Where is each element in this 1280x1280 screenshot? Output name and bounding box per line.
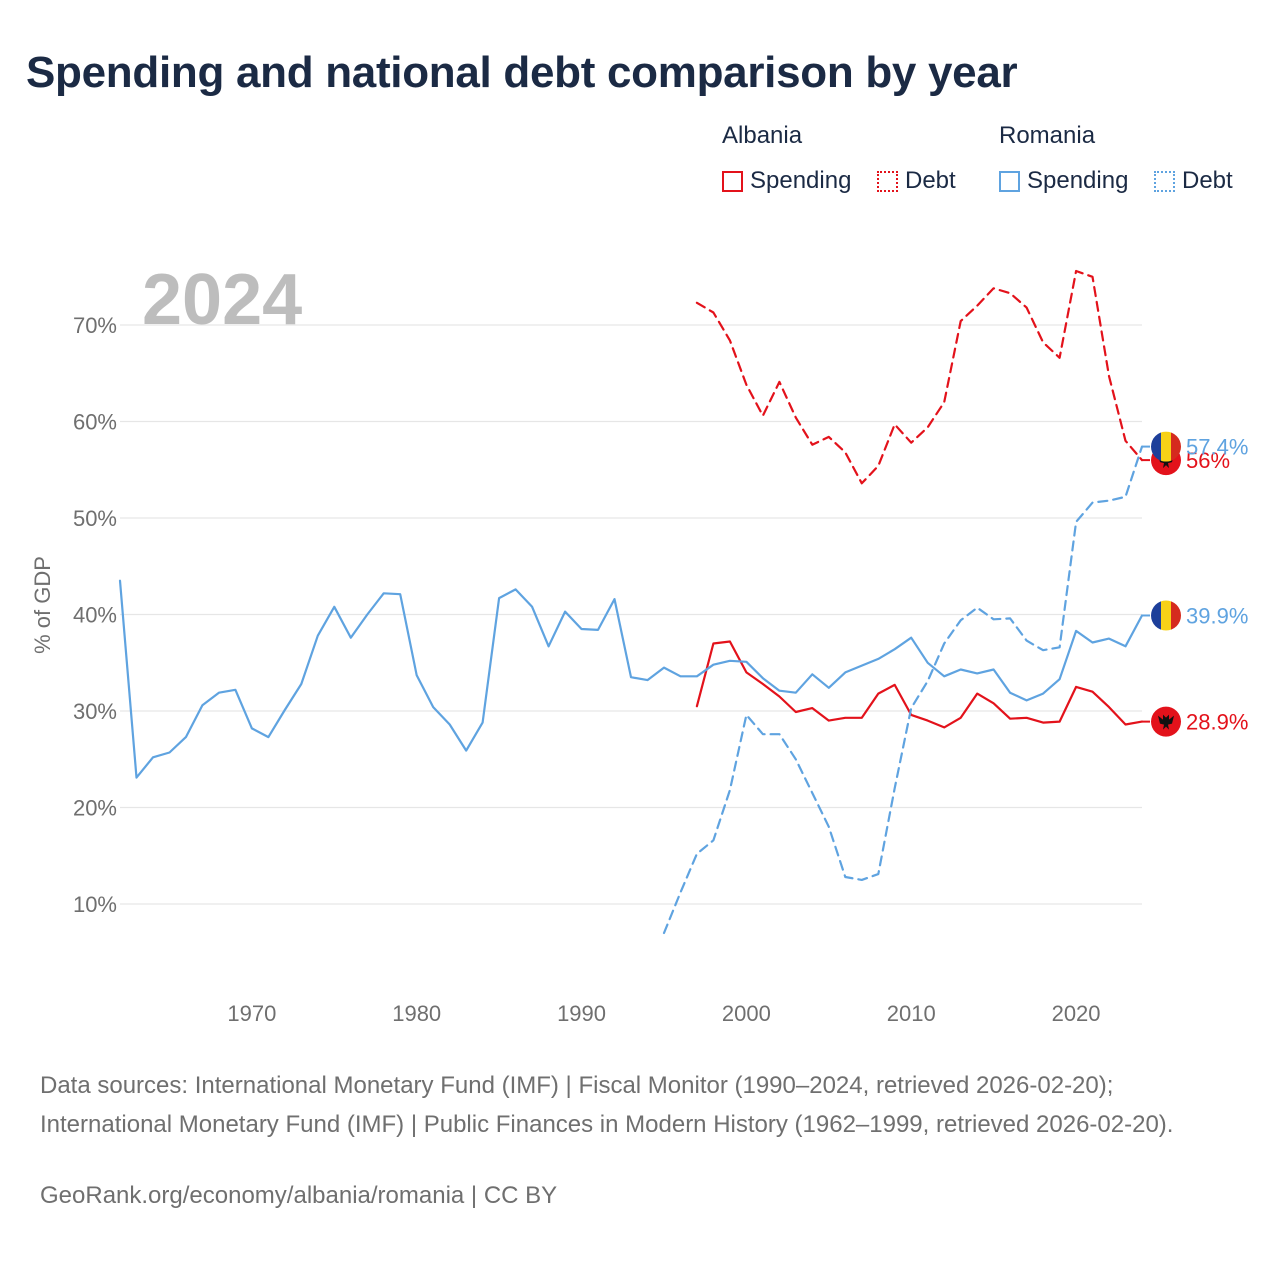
y-tick-label: 60% — [73, 410, 117, 435]
year-watermark: 2024 — [142, 260, 302, 340]
romania-flag-icon — [1151, 600, 1181, 631]
gridlines — [120, 324, 1142, 905]
legend-swatch-albania-debt — [877, 170, 898, 192]
series-line-albania-debt[interactable] — [695, 269, 1144, 485]
x-tick-label: 2020 — [1052, 1001, 1101, 1026]
legend-item-albania-spending[interactable]: Spending — [722, 166, 851, 196]
legend-swatch-romania-spending — [999, 170, 1020, 192]
end-marker-romania-spending: 39.9% — [1142, 600, 1248, 631]
legend-swatch-albania-spending — [722, 170, 743, 192]
y-tick-label: 10% — [73, 892, 117, 917]
legend-label-romania-spending: Spending — [1027, 167, 1129, 194]
legend-item-romania-spending[interactable]: Spending — [999, 166, 1128, 196]
x-tick-label: 1970 — [227, 1001, 276, 1026]
y-tick-label: 50% — [73, 506, 117, 531]
series-line-albania-spending[interactable] — [695, 640, 1144, 729]
end-markers: 28.9% 56% 39.9% 57.4% — [1142, 431, 1248, 737]
albania-flag-icon — [1151, 706, 1181, 737]
series-line-romania-debt[interactable] — [662, 445, 1144, 935]
x-tick-label: 2000 — [722, 1001, 771, 1026]
y-tick-label: 40% — [73, 603, 117, 628]
data-sources: Data sources: International Monetary Fun… — [40, 1072, 1174, 1138]
x-tick-label: 1990 — [557, 1001, 606, 1026]
y-axis-label: % of GDP — [30, 556, 55, 654]
y-tick-label: 20% — [73, 796, 117, 821]
legend-item-romania-debt[interactable]: Debt — [1154, 166, 1233, 196]
legend-label-albania-spending: Spending — [750, 167, 852, 194]
end-value-label: 57.4% — [1186, 435, 1248, 460]
legend-swatch-romania-debt — [1154, 170, 1175, 192]
x-axis-ticks: 1970 1980 1990 2000 2010 2020 — [227, 1001, 1100, 1026]
x-tick-label: 2010 — [887, 1001, 936, 1026]
legend-item-albania-debt[interactable]: Debt — [877, 166, 956, 196]
credit-link[interactable]: GeoRank.org/economy/albania/romania | CC… — [40, 1182, 558, 1209]
legend: Albania Romania Spending Debt Spending D… — [722, 122, 1262, 206]
end-value-label: 56% — [1186, 448, 1230, 473]
y-axis-ticks: 10% 20% 30% 40% 50% 60% 70% — [73, 313, 117, 917]
end-value-label: 39.9% — [1186, 603, 1248, 628]
end-value-label: 28.9% — [1186, 710, 1248, 735]
romania-flag-icon — [1151, 431, 1181, 462]
legend-country-romania: Romania — [999, 122, 1096, 149]
line-chart: 2024 10% 20% 30% 40% 50% 60% 70% 1970 1980 1990 2… — [30, 260, 1248, 1026]
series-layer — [118, 269, 1144, 935]
series-line-romania-spending[interactable] — [118, 579, 1144, 779]
legend-label-romania-debt: Debt — [1182, 167, 1233, 194]
legend-country-albania: Albania — [722, 122, 803, 149]
end-marker-romania-debt: 57.4% — [1142, 431, 1248, 462]
end-marker-albania-spending: 28.9% — [1142, 706, 1248, 737]
y-tick-label: 70% — [73, 313, 117, 338]
y-tick-label: 30% — [73, 699, 117, 724]
x-tick-label: 1980 — [392, 1001, 441, 1026]
chart-title: Spending and national debt comparison by… — [26, 48, 1018, 97]
legend-label-albania-debt: Debt — [905, 167, 956, 194]
